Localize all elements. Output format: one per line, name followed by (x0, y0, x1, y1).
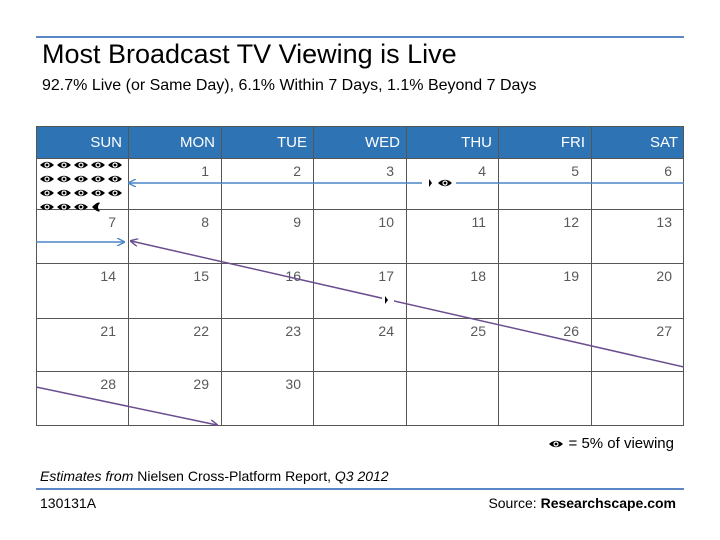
eye-icon (108, 189, 122, 197)
eye-icon (57, 161, 71, 169)
day-number: 3 (386, 163, 394, 179)
legend-text: = 5% of viewing (568, 435, 674, 452)
day-number: 25 (470, 323, 486, 339)
day-number: 10 (378, 214, 394, 230)
day-number: 8 (201, 214, 209, 230)
day-number: 21 (100, 323, 116, 339)
quarter-eye-icon (385, 296, 388, 304)
weekday-label-sun: SUN (90, 134, 122, 151)
eye-icon (74, 189, 88, 197)
day-number: 22 (193, 323, 209, 339)
source-credit: Source: Researchscape.com (488, 494, 676, 512)
beyond-7-days-arrow-main (131, 241, 684, 368)
quarter-eye-icon (429, 179, 432, 187)
beyond-7-days-arrows (36, 241, 684, 425)
day-number: 11 (471, 214, 486, 230)
weekday-label-wed: WED (365, 134, 400, 151)
partial-eye-icon (92, 202, 100, 212)
day-number: 9 (293, 214, 301, 230)
day-number: 2 (293, 163, 301, 179)
eye-icon (40, 175, 54, 183)
eye-icon (91, 161, 105, 169)
day-number: 19 (563, 268, 579, 284)
day-number: 29 (193, 376, 209, 392)
eye-icon (40, 161, 54, 169)
eye-icon (548, 440, 563, 448)
day-number: 26 (563, 323, 579, 339)
day-number: 15 (193, 268, 209, 284)
day-number: 7 (108, 214, 116, 230)
day-number: 14 (100, 268, 116, 284)
day-number: 1 (201, 163, 209, 179)
calendar-diagram: SUN MON TUE WED THU FRI SAT 1 2 3 4 5 67 8 9 10 11 12 131… (36, 126, 684, 426)
eye-icon (57, 189, 71, 197)
day-number: 6 (664, 163, 672, 179)
page-title: Most Broadcast TV Viewing is Live (42, 39, 457, 69)
calendar-grid (36, 126, 684, 426)
bottom-rule (36, 488, 684, 490)
page-subtitle: 92.7% Live (or Same Day), 6.1% Within 7 … (42, 77, 537, 94)
source-prefix: Source: (488, 495, 541, 511)
weekday-label-thu: THU (461, 134, 492, 151)
day-number: 23 (285, 323, 301, 339)
day-number: 13 (656, 214, 672, 230)
eye-icon (74, 175, 88, 183)
day-number: 4 (478, 163, 486, 179)
weekday-header: SUN MON TUE WED THU FRI SAT (90, 134, 678, 151)
eye-icon (438, 179, 452, 187)
legend: = 5% of viewing (547, 434, 674, 454)
eye-icon (91, 189, 105, 197)
eye-icon (57, 203, 71, 211)
day-number: 24 (378, 323, 394, 339)
within-7-days-icons (429, 179, 452, 187)
footnote-middle: Nielsen Cross-Platform Report, (133, 468, 335, 484)
day-number: 17 (378, 268, 394, 284)
top-rule (36, 36, 684, 38)
weekday-header-bar (36, 126, 684, 158)
footnote: Estimates from Nielsen Cross-Platform Re… (40, 467, 389, 485)
weekday-label-tue: TUE (277, 134, 307, 151)
eye-icon (40, 203, 54, 211)
day-number: 18 (470, 268, 486, 284)
eye-icon (74, 161, 88, 169)
weekday-label-sat: SAT (650, 134, 678, 151)
weekday-label-mon: MON (180, 134, 215, 151)
eye-icon (57, 175, 71, 183)
footnote-period: Q3 2012 (334, 468, 389, 484)
live-viewing-icons (40, 161, 122, 212)
day-number: 28 (100, 376, 116, 392)
eye-icon (91, 175, 105, 183)
source-name: Researchscape.com (540, 495, 676, 511)
footnote-prefix: Estimates from (40, 468, 134, 484)
day-number: 27 (656, 323, 672, 339)
weekday-label-fri: FRI (561, 134, 585, 151)
day-number: 20 (656, 268, 672, 284)
beyond-7-days-arrow-row5 (36, 386, 217, 425)
day-number: 5 (571, 163, 579, 179)
report-code: 130131A (40, 495, 97, 511)
eye-icon (74, 203, 88, 211)
eye-icon (40, 189, 54, 197)
day-number: 12 (563, 214, 579, 230)
day-number: 30 (285, 376, 301, 392)
day-number: 16 (285, 268, 301, 284)
eye-icon (108, 175, 122, 183)
eye-icon (108, 161, 122, 169)
within-7-days-arrows (36, 176, 684, 242)
